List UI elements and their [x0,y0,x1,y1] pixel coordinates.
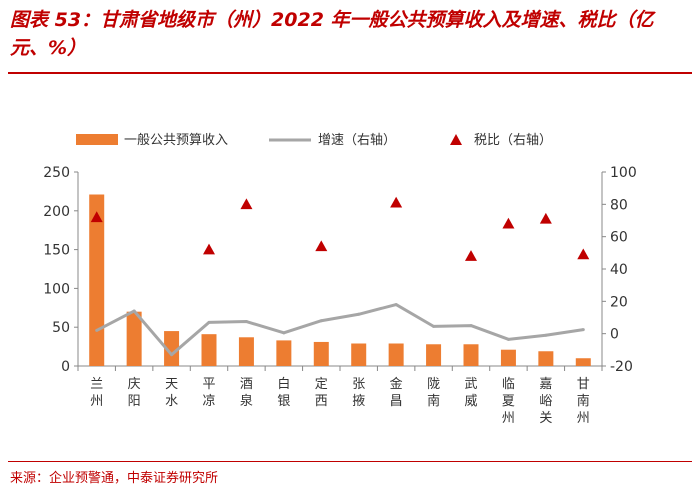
growth-rate-point [469,324,473,328]
bar [575,358,591,366]
source-note: 来源：企业预警通，中泰证券研究所 [10,471,219,486]
legend-marker-label: 税比（右轴） [474,133,552,148]
category-label: 甘南州 [577,377,590,426]
legend-bar-label: 一般公共预算收入 [124,132,228,148]
tax-ratio-marker [539,212,552,224]
growth-rate-point [319,319,323,323]
left-tick-label: 200 [43,204,70,220]
category-label: 张掖 [352,377,365,409]
right-tick-label: 20 [610,294,628,310]
right-tick-label: 0 [610,327,619,343]
category-label: 庆阳 [128,377,141,409]
bar [500,349,516,366]
growth-rate-point [357,312,361,316]
bar [89,194,105,366]
tax-ratio-marker [90,211,103,223]
bar [426,344,442,366]
growth-rate-point [581,328,585,332]
category-label: 定西 [315,377,328,409]
category-label: 天水 [165,377,178,409]
growth-rate-point [207,320,211,324]
category-label: 平凉 [202,377,215,409]
left-tick-label: 250 [43,165,70,181]
tax-ratio-marker [315,240,328,252]
tax-ratio-marker [502,217,515,229]
right-tick-label: -20 [610,359,633,375]
tax-ratio-marker [465,250,477,261]
right-tick-label: 80 [610,197,628,213]
category-label: 酒泉 [240,377,253,409]
bar [388,343,404,366]
chart-title: 图表 53：甘肃省地级市（州）2022 年一般公共预算收入及增速、税比（亿元、%… [10,9,654,59]
title-rule [8,72,692,74]
tax-ratio-marker [203,243,215,255]
category-label: 白银 [277,376,290,409]
bar [538,351,554,366]
bar [463,344,479,366]
tax-ratio-marker [390,196,403,208]
category-label: 兰州 [90,377,103,409]
tax-ratio-marker [577,248,590,260]
category-label: 临夏州 [502,377,515,426]
left-tick-label: 150 [43,243,70,259]
footer-rule [8,461,692,462]
legend-bar-swatch [76,134,118,145]
category-label: 陇南 [427,377,440,409]
bar [313,341,329,366]
growth-rate-point [282,331,286,335]
growth-rate-point [95,328,99,332]
category-label: 金昌 [390,376,403,409]
left-tick-label: 0 [61,359,70,375]
bar [276,340,292,366]
growth-rate-point [544,333,548,337]
left-tick-label: 50 [52,320,70,336]
category-label: 武威 [464,377,477,409]
bar [164,331,180,366]
right-tick-label: 60 [610,230,628,246]
tax-ratio-marker [240,198,253,210]
growth-rate-line [96,303,584,357]
category-label: 嘉峪关 [539,377,552,426]
growth-rate-point [244,320,248,324]
bar [351,343,367,366]
legend-marker-swatch [450,134,462,145]
legend-line-label: 增速（右轴） [318,133,396,148]
growth-rate-point [506,337,510,341]
left-tick-label: 100 [43,281,70,297]
bar [126,311,142,366]
bar [201,334,217,366]
right-tick-label: 40 [610,262,628,278]
growth-rate-point [394,303,398,307]
growth-rate-point [432,324,436,328]
growth-rate-point [170,353,174,357]
growth-rate-point [132,309,136,313]
right-tick-label: 100 [610,165,637,181]
bar [238,337,254,366]
